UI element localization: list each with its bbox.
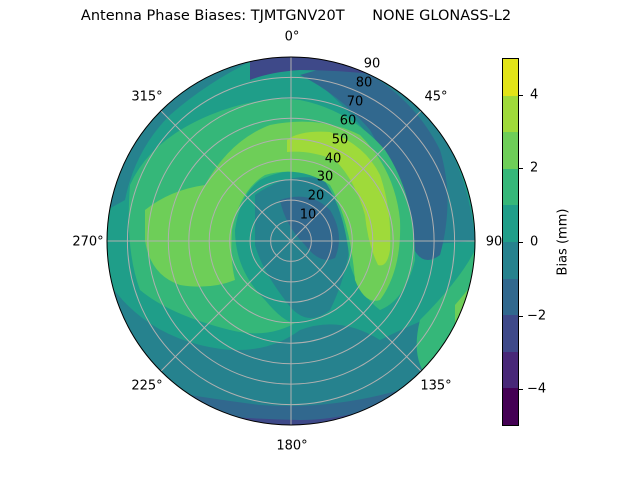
radial-label-30: 30 bbox=[316, 169, 334, 185]
angle-label-0: 0° bbox=[284, 29, 300, 45]
radial-label-80: 80 bbox=[355, 75, 373, 91]
colorbar-tick-label-4: 4 bbox=[530, 87, 539, 103]
colorbar-level-m4-m3 bbox=[503, 351, 518, 389]
colorbar-level-2-3 bbox=[503, 132, 518, 169]
chart-title: Antenna Phase Biases: TJMTGNV20T NONE GL… bbox=[80, 8, 512, 24]
colorbar-tick bbox=[519, 95, 523, 96]
colorbar-tick-label-0: 0 bbox=[530, 234, 539, 250]
colorbar-level-1-2 bbox=[503, 168, 518, 206]
angle-label-135: 135° bbox=[420, 378, 452, 394]
colorbar-tick-label-2: 2 bbox=[530, 160, 539, 176]
colorbar-tick bbox=[519, 389, 523, 390]
colorbar-level-m1-0 bbox=[503, 241, 518, 279]
colorbar-tick bbox=[519, 242, 523, 243]
angle-label-45: 45° bbox=[424, 89, 448, 105]
colorbar-level-0-1 bbox=[503, 205, 518, 242]
radial-label-90: 90 bbox=[363, 56, 381, 72]
colorbar-level-4-5 bbox=[503, 59, 518, 96]
colorbar-level-m2-m1 bbox=[503, 278, 518, 316]
angle-label-180: 180° bbox=[276, 438, 308, 454]
polar-frame bbox=[106, 56, 476, 426]
colorbar-tick-label-m2: −2 bbox=[527, 308, 547, 324]
colorbar-label: Bias (mm) bbox=[555, 208, 571, 276]
angular-grid bbox=[107, 57, 475, 425]
colorbar-level-m3-m2 bbox=[503, 315, 518, 352]
colorbar-tick bbox=[519, 168, 523, 169]
colorbar-level-3-4 bbox=[503, 95, 518, 133]
colorbar-tick bbox=[519, 316, 523, 317]
radial-label-50: 50 bbox=[331, 132, 349, 148]
radial-label-10: 10 bbox=[299, 207, 317, 223]
angle-label-315: 315° bbox=[131, 89, 163, 105]
colorbar-level-m5-m4 bbox=[503, 388, 518, 425]
angle-label-225: 225° bbox=[131, 378, 163, 394]
radial-label-40: 40 bbox=[324, 151, 342, 167]
radial-label-70: 70 bbox=[346, 94, 364, 110]
radial-label-60: 60 bbox=[339, 113, 357, 129]
angle-label-90: 90 bbox=[485, 234, 503, 250]
angle-label-270: 270° bbox=[72, 234, 104, 250]
radial-label-20: 20 bbox=[307, 188, 325, 204]
colorbar bbox=[502, 58, 519, 426]
colorbar-tick-label-m4: −4 bbox=[527, 381, 547, 397]
